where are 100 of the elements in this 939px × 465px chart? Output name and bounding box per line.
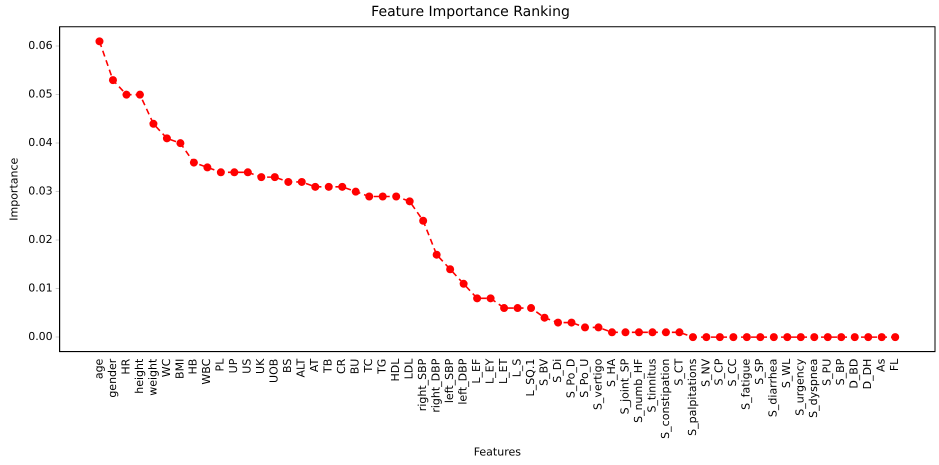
point [783,333,792,342]
point [742,333,751,342]
x-tick-label: S_dyspnea [807,358,820,418]
point [850,333,859,342]
point [203,163,212,172]
x-tick-label: HR [119,358,132,375]
point [176,139,184,148]
x-tick-label: TC [362,358,376,374]
x-tick-label: S_WL [780,358,794,388]
point [136,90,144,99]
x-tick-label: S_NV [699,358,712,387]
point [352,188,360,196]
x-tick-label: UK [254,358,268,374]
x-tick-label: S_Po_D [564,358,578,398]
x-tick-label: UP [227,358,240,374]
point [284,178,292,186]
point [122,90,130,99]
point [837,333,846,342]
x-tick-label: BS [281,358,294,374]
x-tick-label: BMI [173,358,186,379]
y-tick-label: 0.01 [28,282,53,294]
y-axis-title: Importance [7,157,20,221]
point [486,294,495,302]
point [460,280,468,288]
point [298,178,306,186]
x-tick-label: weight [146,358,160,396]
x-tick-label: S_vertigo [591,358,604,410]
x-tick-label: BU [348,358,362,374]
point [662,328,670,336]
x-tick-label: HDL [389,358,402,382]
point [729,333,738,342]
point [796,333,805,342]
point [324,182,333,191]
x-tick-label: HB [186,358,200,374]
point [230,168,238,176]
x-tick-label: S_constipation [658,358,672,439]
point [392,192,400,201]
point [891,333,900,342]
x-tick-label: D_DH [861,358,874,390]
x-tick-label: S_diarrhea [766,358,780,418]
point [864,333,872,342]
y-tick-label: 0.05 [28,88,53,101]
point [568,318,576,327]
y-tick-label: 0.00 [28,330,53,343]
point [608,328,616,336]
point [540,314,549,322]
point [756,333,764,342]
x-tick-label: ALT [294,358,308,378]
point [216,168,225,176]
x-tick-label: US [240,358,254,374]
point [95,37,104,46]
point [581,323,590,332]
point [702,333,710,342]
x-tick-label: L_S [510,358,524,378]
x-tick-label: S_CP [712,358,726,386]
point [446,265,454,274]
x-tick-label: S_HA [604,358,618,387]
point [270,173,279,182]
point [244,168,252,176]
x-tick-label: TB [322,358,335,374]
y-tick-label: 0.02 [28,233,53,246]
point [338,182,346,191]
point [810,333,818,342]
point [108,76,117,84]
point [716,333,724,342]
point [365,192,374,201]
x-tick-label: TG [376,358,389,375]
point [824,333,832,342]
x-tick-label: WC [160,358,173,378]
x-tick-label: S_Po_U [578,358,591,398]
x-tick-label: S_palpitations [686,358,699,436]
x-tick-label: LDL [402,358,416,380]
x-tick-label: S_SP [753,358,766,385]
x-tick-label: L_EF [470,358,483,384]
x-tick-label: L_EY [483,358,496,384]
point [688,333,697,342]
point [311,182,320,191]
point [621,328,630,336]
point [594,323,602,332]
y-tick-label: 0.04 [28,136,53,150]
point [554,318,562,327]
point [432,250,441,259]
x-tick-label: D_BD [848,358,861,389]
x-tick-label: left_DBP [456,358,470,405]
point [770,333,778,342]
point [473,294,482,302]
point [378,192,387,201]
x-tick-label: L_ET [496,358,510,384]
x-tick-label: FL [888,358,902,372]
x-tick-label: S_joint_SP [618,358,632,414]
x-tick-label: S_fatigue [740,358,753,410]
point [648,328,656,336]
point [419,216,428,225]
x-tick-label: height [132,358,146,394]
x-tick-label: S_CT [672,358,686,386]
x-tick-label: S_PU [820,358,834,386]
point [406,197,414,206]
y-tick-label: 0.06 [28,39,53,52]
point [634,328,643,336]
x-tick-label: PL [214,358,227,372]
